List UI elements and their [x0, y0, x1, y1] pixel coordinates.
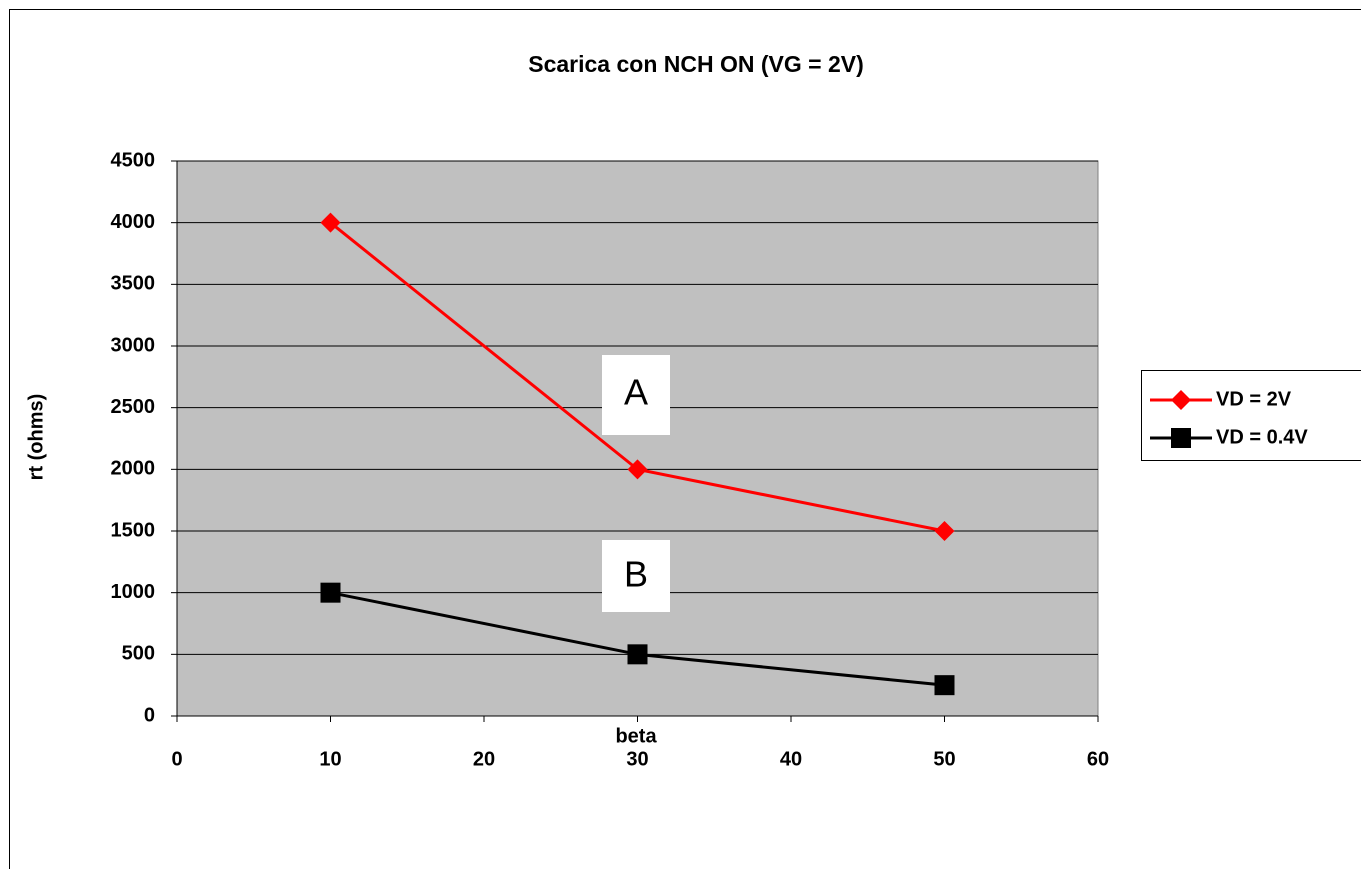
x-tick-label: 0: [171, 748, 182, 770]
y-tick-label: 4500: [111, 149, 156, 171]
data-point: [627, 644, 648, 665]
annotation: B: [624, 554, 648, 595]
y-tick-label: 1500: [111, 519, 156, 541]
y-tick-label: 500: [122, 643, 155, 665]
y-tick-label: 3000: [111, 334, 156, 356]
legend-marker: [1171, 428, 1191, 448]
data-point: [934, 675, 955, 696]
annotation-box: [602, 355, 670, 435]
x-tick-label: 40: [780, 748, 802, 770]
x-tick-label: 30: [626, 748, 648, 770]
annotation-box: [602, 540, 670, 612]
plot-area: [176, 160, 1099, 717]
y-tick-label: 0: [144, 704, 155, 726]
x-tick-label: 10: [319, 748, 341, 770]
data-point: [627, 459, 648, 480]
chart-title: Scarica con NCH ON (VG = 2V): [528, 51, 864, 77]
y-tick-label: 2500: [111, 396, 156, 418]
data-point: [934, 521, 955, 541]
x-axis-label: beta: [615, 725, 657, 747]
y-tick-label: 3500: [111, 273, 156, 295]
y-axis-label: rt (ohms): [25, 394, 47, 481]
x-tick-label: 60: [1087, 748, 1109, 770]
data-point: [320, 582, 341, 603]
x-tick-label: 50: [933, 748, 955, 770]
legend-label: VD = 0.4V: [1216, 426, 1308, 448]
y-tick-label: 1000: [111, 581, 156, 603]
y-tick-label: 2000: [111, 458, 156, 480]
legend-label: VD = 2V: [1216, 388, 1292, 410]
x-tick-label: 20: [473, 748, 495, 770]
y-tick-label: 4000: [111, 211, 156, 233]
data-point: [320, 212, 341, 233]
legend-marker: [1171, 390, 1191, 410]
annotation: A: [624, 372, 648, 413]
